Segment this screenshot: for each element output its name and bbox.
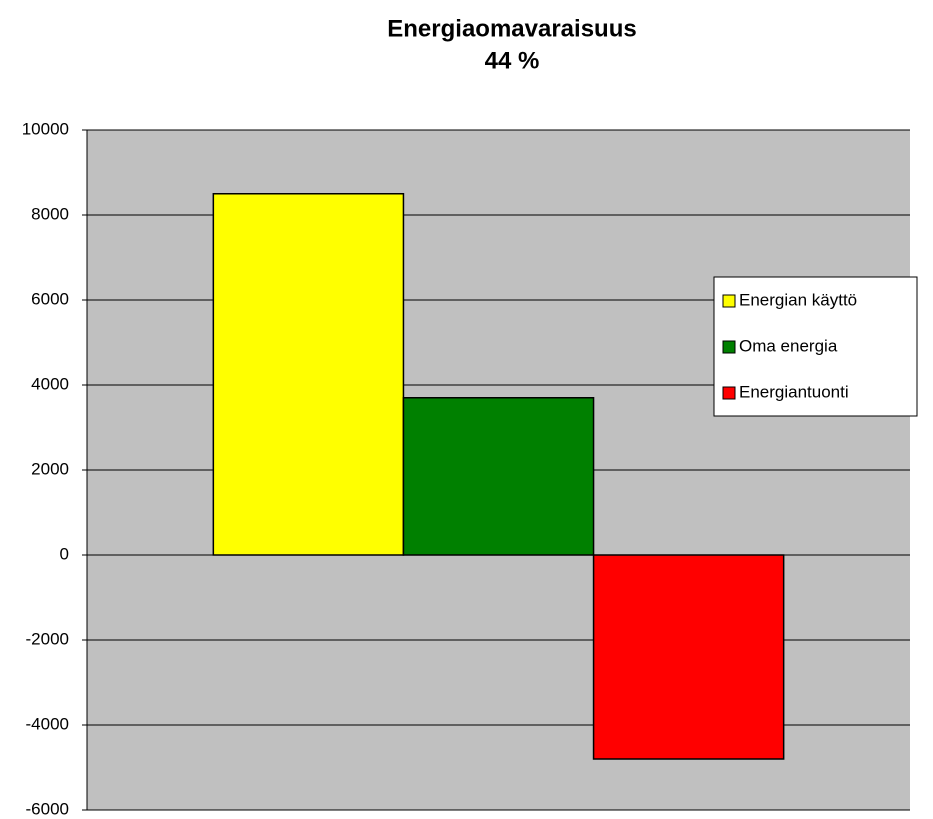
y-tick-label: 4000 (31, 374, 69, 393)
y-tick-label: -4000 (26, 714, 69, 733)
chart-title: Energiaomavaraisuus (387, 15, 636, 42)
y-tick-label: 0 (60, 544, 69, 563)
chart-subtitle: 44 % (485, 47, 540, 74)
bar (402, 397, 595, 556)
y-tick-label: -6000 (26, 799, 69, 818)
legend-label: Oma energia (739, 336, 838, 355)
bar (592, 554, 785, 760)
legend-label: Energian käyttö (739, 290, 857, 309)
legend-box (713, 276, 918, 417)
y-tick-label: 6000 (31, 289, 69, 308)
y-tick-label: 10000 (22, 119, 69, 138)
y-tick-label: -2000 (26, 629, 69, 648)
legend-swatch (722, 340, 736, 354)
legend-label: Energiantuonti (739, 382, 849, 401)
legend-swatch (722, 294, 736, 308)
y-tick-label: 8000 (31, 204, 69, 223)
y-tick-label: 2000 (31, 459, 69, 478)
bar (212, 193, 405, 556)
legend-swatch (722, 386, 736, 400)
